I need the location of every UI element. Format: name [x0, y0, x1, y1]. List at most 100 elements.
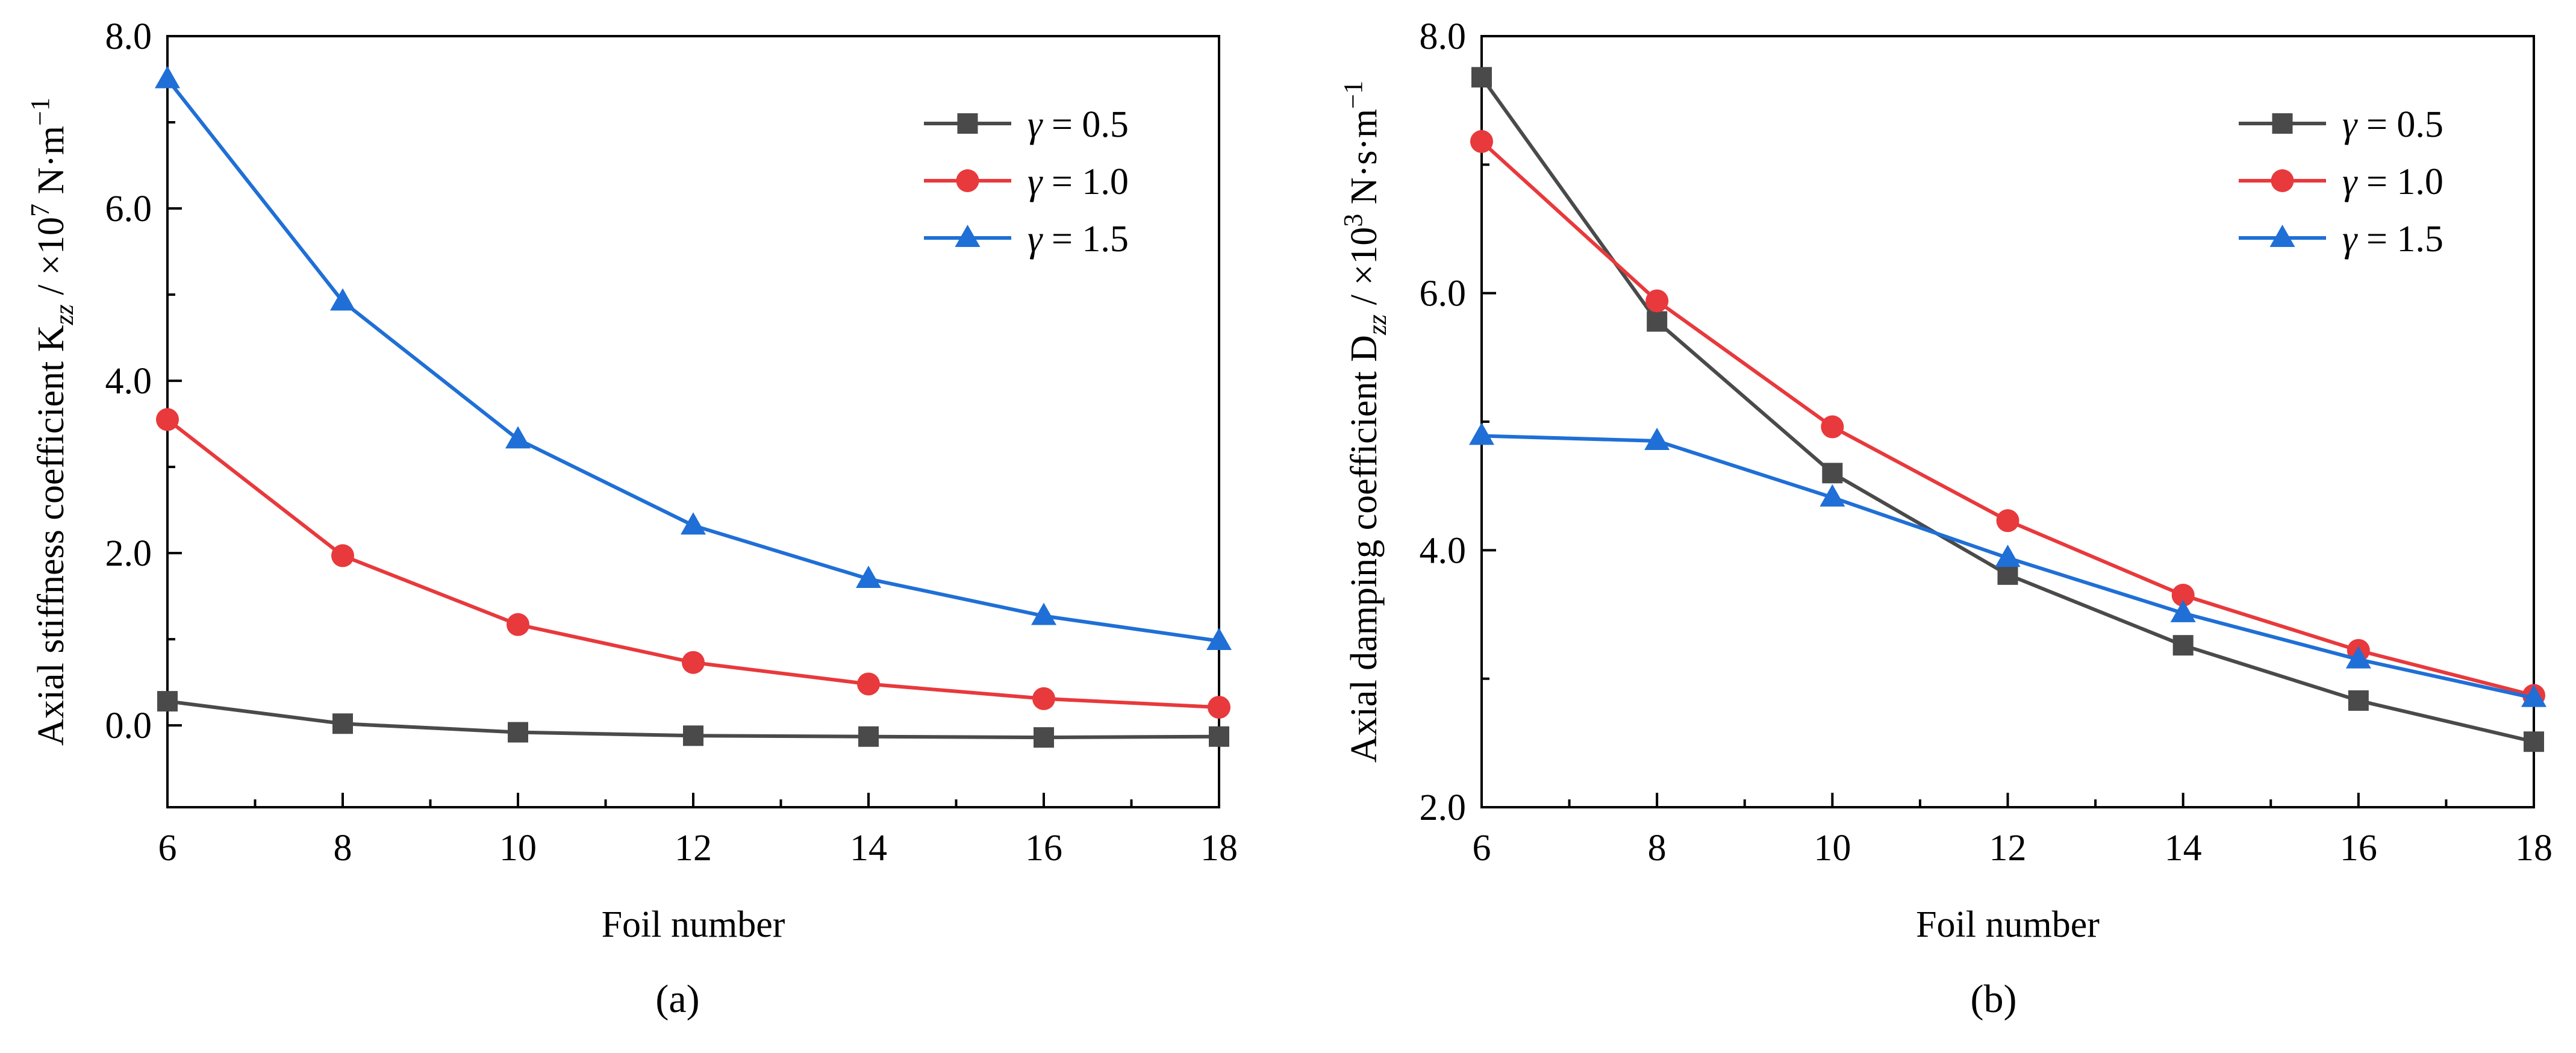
data-point-2-4 [2170, 599, 2196, 622]
y-axis-label-sub: zz [49, 304, 79, 325]
y-axis-label: Axial damping coefficient Dzz / ×103 N·s… [1338, 81, 1392, 763]
data-point-0-2 [1822, 463, 1843, 484]
data-point-2-2 [505, 426, 531, 449]
legend-value: = 0.5 [1042, 104, 1128, 145]
data-point-0-0 [157, 691, 178, 712]
data-point-2-6 [1206, 627, 1232, 650]
legend-swatch-marker [2271, 169, 2294, 192]
data-point-2-5 [2345, 646, 2371, 669]
x-tick-label: 12 [1989, 828, 2027, 869]
legend-item-1: γ = 1.0 [2239, 161, 2443, 202]
data-point-2-0 [155, 66, 180, 89]
legend-symbol: γ [1028, 104, 1043, 145]
data-point-2-5 [1031, 602, 1056, 625]
legend-swatch-marker [2272, 113, 2293, 134]
x-tick-label: 14 [2165, 828, 2202, 869]
y-tick-label: 6.0 [105, 189, 152, 230]
data-point-1-4 [2171, 584, 2195, 607]
y-tick-label: 0.0 [105, 705, 152, 746]
y-axis-label-exp2: −1 [25, 98, 55, 126]
x-tick-label: 10 [1813, 828, 1851, 869]
legend-label: γ = 1.0 [1028, 161, 1129, 202]
panel-caption: (a) [655, 977, 699, 1021]
x-tick-label: 16 [2340, 828, 2377, 869]
x-tick-label: 10 [499, 828, 537, 869]
data-point-2-3 [681, 512, 706, 535]
panel-caption: (b) [1971, 977, 2017, 1021]
y-axis-label-exp2: −1 [1338, 81, 1368, 109]
legend-symbol: γ [2342, 104, 2358, 145]
legend-item-0: γ = 0.5 [2239, 104, 2443, 145]
legend-label: γ = 1.0 [2342, 161, 2443, 202]
data-point-1-2 [507, 613, 529, 636]
y-axis-label: Axial stiffness coefficient Kzz / ×107 N… [25, 98, 79, 746]
x-tick-label: 12 [675, 828, 712, 869]
data-point-0-5 [2348, 690, 2369, 711]
data-point-0-5 [1034, 727, 1054, 748]
data-point-0-4 [858, 726, 879, 747]
x-tick-label: 8 [1648, 828, 1667, 869]
y-axis-label-exp: 3 [1338, 214, 1368, 227]
x-tick-label: 6 [158, 828, 177, 869]
legend-item-2: γ = 1.5 [2239, 219, 2443, 260]
y-axis-label-unit: / ×10 [31, 217, 72, 304]
legend-label: γ = 0.5 [2342, 104, 2443, 145]
y-tick-label: 6.0 [1420, 273, 1467, 314]
y-tick-label: 4.0 [105, 361, 152, 402]
y-axis-label-unit2: N·m [31, 126, 72, 204]
y-tick-label: 2.0 [105, 533, 152, 574]
data-point-0-6 [1209, 726, 1229, 747]
legend-label: γ = 0.5 [1028, 104, 1129, 145]
y-axis-label-exp: 7 [25, 204, 55, 217]
x-tick-label: 18 [2515, 828, 2553, 869]
y-axis-label-main: Axial stiffness coefficient K [31, 325, 72, 746]
legend-swatch-marker [956, 169, 979, 192]
y-tick-label: 8.0 [105, 16, 152, 57]
data-point-0-2 [508, 722, 528, 743]
data-point-0-4 [2172, 635, 2194, 656]
legend-value: = 0.5 [2357, 104, 2443, 145]
legend-value: = 1.5 [2357, 219, 2443, 260]
data-point-1-0 [1470, 130, 1493, 153]
legend-symbol: γ [2342, 219, 2358, 260]
data-point-0-1 [1647, 311, 1668, 332]
legend-item-1: γ = 1.0 [924, 161, 1129, 202]
data-point-1-5 [1032, 687, 1055, 710]
data-point-2-0 [1469, 422, 1494, 445]
data-point-1-2 [1821, 415, 1844, 439]
data-point-1-1 [331, 544, 354, 567]
data-point-2-1 [330, 288, 355, 311]
legend-value: = 1.0 [1042, 161, 1128, 202]
x-tick-label: 18 [1200, 828, 1238, 869]
data-point-1-4 [857, 672, 880, 696]
data-point-2-4 [856, 566, 881, 589]
legend-value: = 1.5 [1042, 219, 1128, 260]
y-axis-label-unit: / ×10 [1344, 227, 1385, 314]
chart-panel-b: 6 8 10 12 14 16 18 2.0 4.0 6.0 8.0 Foil number Axial… [1338, 16, 2553, 1021]
plot-frame [1480, 35, 2535, 808]
data-point-1-1 [1645, 289, 1669, 313]
chart-panel-a: 6 8 10 12 14 16 18 0.0 2.0 4.0 6.0 8.0 Foil number Ax… [25, 16, 1238, 1021]
data-point-0-3 [1997, 564, 2018, 585]
x-tick-label: 14 [850, 828, 887, 869]
data-point-0-1 [332, 713, 353, 734]
legend-symbol: γ [2342, 161, 2358, 202]
x-tick-label: 6 [1473, 828, 1491, 869]
data-point-1-3 [682, 651, 705, 674]
legend-value: = 1.0 [2357, 161, 2443, 202]
x-axis-label: Foil number [602, 904, 785, 945]
legend-label: γ = 1.5 [1028, 219, 1129, 260]
x-tick-label: 16 [1025, 828, 1062, 869]
data-point-0-6 [2524, 731, 2544, 752]
data-point-0-0 [1471, 67, 1492, 88]
data-point-1-3 [1996, 509, 2019, 533]
plot-frame [166, 35, 1220, 808]
data-point-1-0 [156, 408, 179, 431]
data-point-2-2 [1820, 484, 1845, 507]
legend-swatch-marker [955, 225, 981, 247]
legend-symbol: γ [1028, 219, 1043, 260]
data-point-2-1 [1644, 428, 1670, 450]
legend-symbol: γ [1028, 161, 1043, 202]
